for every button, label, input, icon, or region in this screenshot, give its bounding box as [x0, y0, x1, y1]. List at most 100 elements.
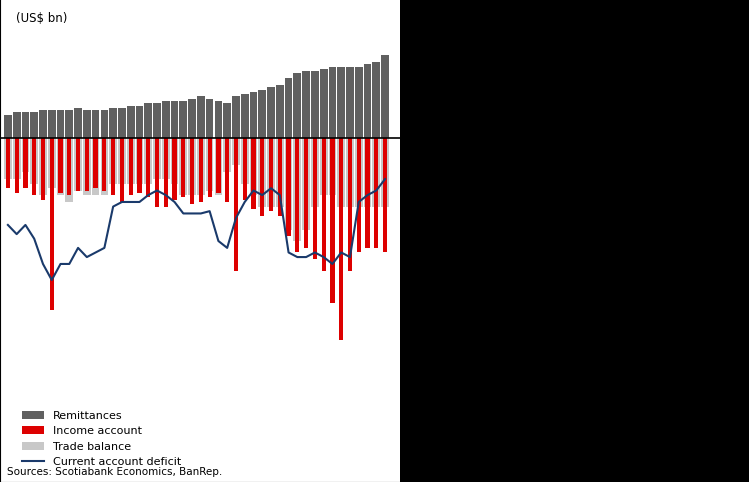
Bar [48, 138, 55, 188]
Bar [100, 138, 109, 195]
Bar [355, 138, 363, 207]
Bar [136, 106, 143, 138]
Bar [320, 138, 327, 195]
Bar [313, 138, 317, 259]
Bar [232, 138, 240, 165]
Bar [223, 138, 231, 172]
Current account deficit [126, 199, 135, 205]
Bar [383, 138, 387, 253]
Bar [83, 138, 91, 195]
Current account deficit [144, 192, 153, 198]
Current account deficit [38, 261, 47, 267]
Bar [14, 138, 19, 193]
Current account deficit [222, 245, 231, 251]
Current account deficit [56, 261, 65, 267]
Current account deficit [267, 185, 276, 191]
Bar [303, 71, 310, 138]
Bar [22, 138, 29, 172]
Bar [232, 96, 240, 138]
Bar [197, 96, 204, 138]
Bar [83, 110, 91, 138]
Bar [286, 138, 291, 236]
Current account deficit [354, 199, 363, 205]
Text: Sources: Scotiabank Economics, BanRep.: Sources: Scotiabank Economics, BanRep. [7, 467, 222, 477]
Current account deficit [4, 222, 13, 228]
Bar [381, 138, 389, 207]
Bar [190, 138, 194, 204]
Bar [303, 138, 310, 229]
Current account deficit [21, 222, 30, 228]
Bar [329, 138, 336, 195]
Bar [31, 112, 38, 138]
Bar [91, 138, 100, 195]
Current account deficit [249, 187, 258, 193]
Bar [285, 138, 292, 229]
Bar [337, 138, 345, 207]
Current account deficit [91, 250, 100, 255]
Bar [49, 138, 54, 310]
Bar [241, 94, 249, 138]
Bar [188, 99, 196, 138]
Bar [321, 138, 326, 271]
Bar [145, 138, 152, 184]
Bar [267, 138, 275, 207]
Bar [346, 138, 354, 207]
Current account deficit [276, 192, 285, 198]
Current account deficit [170, 199, 179, 205]
Bar [145, 103, 152, 138]
Bar [366, 138, 370, 248]
Current account deficit [161, 192, 170, 198]
Current account deficit [187, 211, 196, 216]
Bar [48, 110, 55, 138]
Bar [153, 138, 161, 179]
Bar [171, 138, 178, 184]
Bar [32, 138, 37, 195]
Bar [267, 87, 275, 138]
Bar [337, 67, 345, 138]
Current account deficit [240, 199, 249, 205]
Bar [216, 138, 220, 193]
Bar [13, 138, 20, 179]
Bar [153, 103, 161, 138]
Bar [76, 138, 80, 190]
Bar [198, 138, 203, 202]
Bar [57, 138, 64, 195]
Bar [137, 138, 142, 193]
Bar [346, 67, 354, 138]
Bar [234, 138, 238, 271]
Bar [91, 110, 100, 138]
Text: (US$ bn): (US$ bn) [16, 12, 67, 25]
Bar [364, 138, 372, 207]
Bar [381, 55, 389, 138]
Bar [39, 110, 47, 138]
Current account deficit [231, 215, 240, 221]
Bar [206, 99, 213, 138]
Bar [22, 112, 29, 138]
Bar [223, 103, 231, 138]
Bar [4, 115, 12, 138]
Bar [249, 138, 258, 195]
Current account deficit [328, 261, 337, 267]
Current account deficit [73, 245, 82, 251]
Current account deficit [100, 245, 109, 251]
Bar [252, 138, 255, 209]
Current account deficit [363, 192, 372, 198]
Bar [39, 138, 47, 195]
Bar [57, 110, 64, 138]
Bar [276, 138, 284, 207]
Bar [127, 138, 135, 184]
Current account deficit [293, 254, 302, 260]
Current account deficit [205, 208, 214, 214]
Current account deficit [82, 254, 91, 260]
Bar [294, 73, 301, 138]
Legend: Remittances, Income account, Trade balance, Current account deficit: Remittances, Income account, Trade balan… [17, 406, 186, 471]
Bar [74, 138, 82, 190]
Current account deficit [153, 187, 162, 193]
Bar [118, 108, 126, 138]
Bar [127, 106, 135, 138]
Bar [85, 138, 89, 190]
Current account deficit [284, 250, 293, 255]
Bar [23, 138, 28, 188]
Bar [355, 67, 363, 138]
Bar [249, 92, 258, 138]
